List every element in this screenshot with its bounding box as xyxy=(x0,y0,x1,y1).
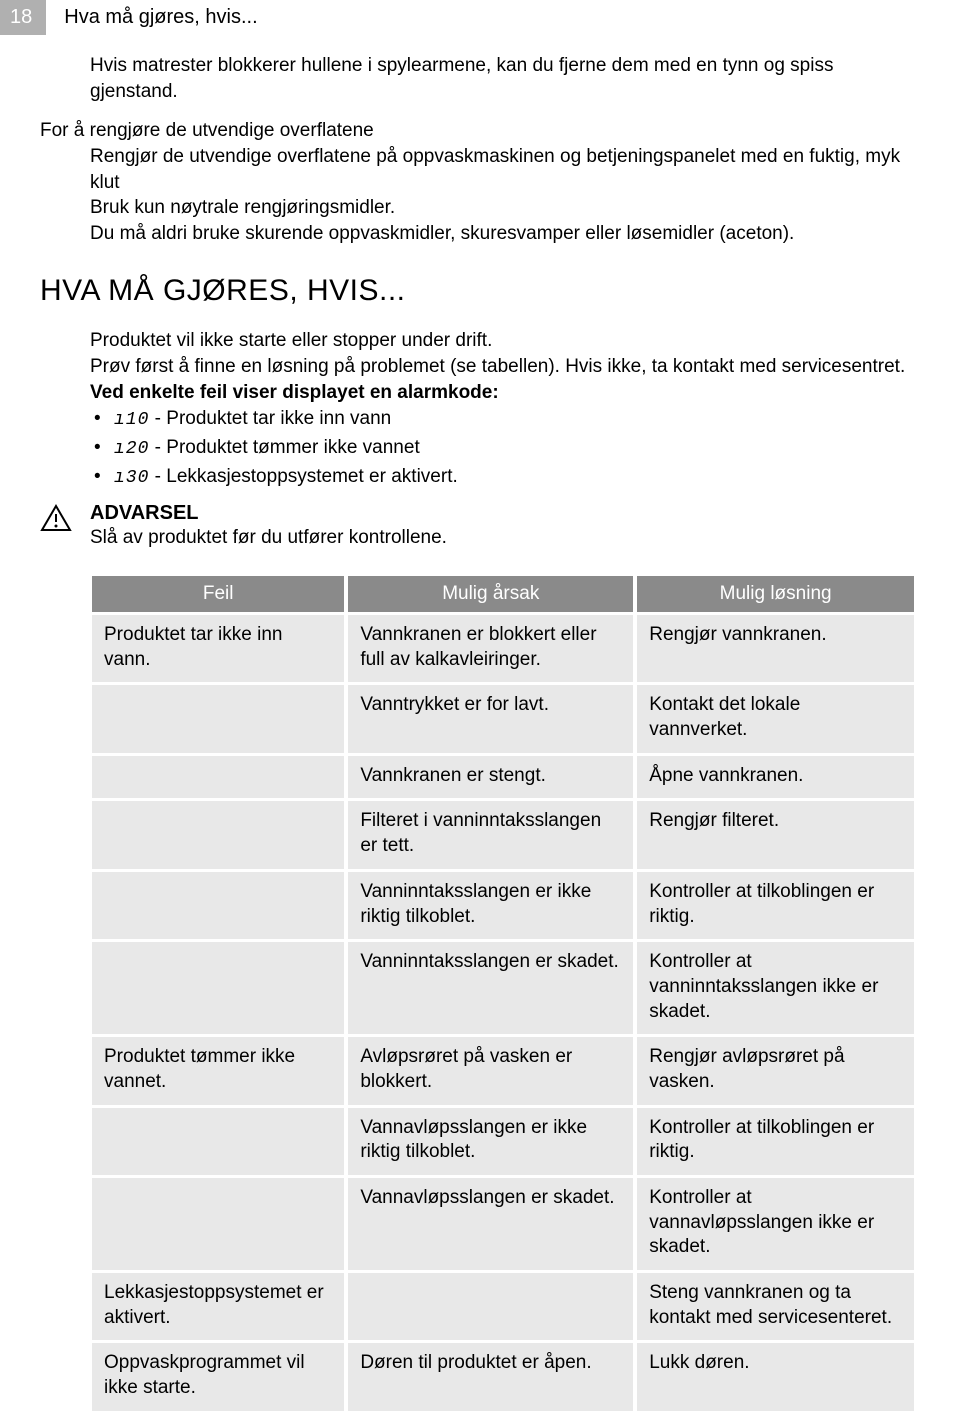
table-cell: Vannavløpsslangen er skadet. xyxy=(348,1178,633,1270)
table-header: Mulig løsning xyxy=(637,576,914,612)
table-cell: Produktet tømmer ikke vannet. xyxy=(92,1037,344,1104)
list-item: ı20 - Produktet tømmer ikke vannet xyxy=(90,434,920,463)
table-cell: Oppvaskprogrammet vil ikke starte. xyxy=(92,1343,344,1410)
list-item: ı30 - Lekkasjestoppsystemet er aktivert. xyxy=(90,463,920,492)
table-cell: Kontroller at vanninntaksslangen ikke er… xyxy=(637,942,914,1034)
table-header-row: Feil Mulig årsak Mulig løsning xyxy=(92,576,914,612)
table-cell xyxy=(92,942,344,1034)
alarm-code: ı30 xyxy=(114,465,149,492)
table-cell: Filteret i vanninntaksslangen er tett. xyxy=(348,801,633,868)
table-cell: Åpne vannkranen. xyxy=(637,756,914,799)
table-cell: Kontakt det lokale vannverket. xyxy=(637,685,914,752)
table-cell xyxy=(92,872,344,939)
table-row: Vanninntaksslangen er skadet.Kontroller … xyxy=(92,942,914,1034)
table-header: Mulig årsak xyxy=(348,576,633,612)
table-cell: Vanninntaksslangen er skadet. xyxy=(348,942,633,1034)
intro-paragraph: Hvis matrester blokkerer hullene i spyle… xyxy=(90,53,920,104)
alarm-text: - Produktet tar ikke inn vann xyxy=(149,408,391,429)
table-cell: Vanninntaksslangen er ikke riktig tilkob… xyxy=(348,872,633,939)
table-cell: Døren til produktet er åpen. xyxy=(348,1343,633,1410)
page-header: 18 Hva må gjøres, hvis... xyxy=(0,0,960,53)
table-cell xyxy=(92,801,344,868)
table-cell: Vannavløpsslangen er ikke riktig tilkobl… xyxy=(348,1108,633,1175)
list-item: ı10 - Produktet tar ikke inn vann xyxy=(90,405,920,434)
table-row: Produktet tar ikke inn vann.Vannkranen e… xyxy=(92,615,914,682)
table-cell: Vannkranen er blokkert eller full av kal… xyxy=(348,615,633,682)
table-row: Vanninntaksslangen er ikke riktig tilkob… xyxy=(92,872,914,939)
troubleshooting-table: Feil Mulig årsak Mulig løsning Produktet… xyxy=(88,573,918,1414)
table-cell: Vanntrykket er for lavt. xyxy=(348,685,633,752)
content-area: Hvis matrester blokkerer hullene i spyle… xyxy=(0,53,960,1414)
section1-p3: Du må aldri bruke skurende oppvaskmidler… xyxy=(90,221,920,247)
table-cell: Produktet tar ikke inn vann. xyxy=(92,615,344,682)
table-cell: Rengjør filteret. xyxy=(637,801,914,868)
alarm-code-list: ı10 - Produktet tar ikke inn vann ı20 - … xyxy=(90,405,920,492)
warning-label: ADVARSEL xyxy=(90,502,920,525)
table-cell xyxy=(92,756,344,799)
table-header: Feil xyxy=(92,576,344,612)
table-row: Oppvaskprogrammet vil ikke starte.Døren … xyxy=(92,1343,914,1410)
warning-icon xyxy=(40,504,72,537)
alarm-code: ı20 xyxy=(114,436,149,463)
section2-p1: Produktet vil ikke starte eller stopper … xyxy=(90,328,920,354)
table-cell xyxy=(348,1273,633,1340)
table-cell xyxy=(92,1178,344,1270)
table-cell: Kontroller at vannavløpsslangen ikke er … xyxy=(637,1178,914,1270)
alarm-code-heading: Ved enkelte feil viser displayet en alar… xyxy=(90,380,920,406)
table-cell: Rengjør avløpsrøret på vasken. xyxy=(637,1037,914,1104)
table-cell: Lukk døren. xyxy=(637,1343,914,1410)
page-number: 18 xyxy=(0,0,46,35)
section1-p1: Rengjør de utvendige overflatene på oppv… xyxy=(90,144,920,195)
page-title: Hva må gjøres, hvis... xyxy=(64,6,257,29)
table-row: Vannkranen er stengt.Åpne vannkranen. xyxy=(92,756,914,799)
table-cell xyxy=(92,1108,344,1175)
table-cell: Lekkasjestoppsystemet er aktivert. xyxy=(92,1273,344,1340)
table-row: Produktet tømmer ikke vannet.Avløpsrøret… xyxy=(92,1037,914,1104)
table-row: Vannavløpsslangen er ikke riktig tilkobl… xyxy=(92,1108,914,1175)
table-cell: Kontroller at tilkoblingen er riktig. xyxy=(637,872,914,939)
warning-text: Slå av produktet før du utfører kontroll… xyxy=(90,525,920,551)
section1-p2: Bruk kun nøytrale rengjøringsmidler. xyxy=(90,195,920,221)
table-cell xyxy=(92,685,344,752)
table-cell: Steng vannkranen og ta kontakt med servi… xyxy=(637,1273,914,1340)
warning-block: ADVARSEL Slå av produktet før du utfører… xyxy=(90,502,920,551)
alarm-text: - Lekkasjestoppsystemet er aktivert. xyxy=(149,466,457,487)
section-heading-block: For å rengjøre de utvendige overflatene … xyxy=(0,118,920,246)
table-row: Filteret i vanninntaksslangen er tett.Re… xyxy=(92,801,914,868)
table-cell: Avløpsrøret på vasken er blokkert. xyxy=(348,1037,633,1104)
main-heading: HVA MÅ GJØRES, HVIS... xyxy=(0,274,920,308)
section2-p2: Prøv først å finne en løsning på problem… xyxy=(90,354,920,380)
alarm-code: ı10 xyxy=(114,407,149,434)
alarm-text: - Produktet tømmer ikke vannet xyxy=(149,437,419,458)
table-row: Vannavløpsslangen er skadet.Kontroller a… xyxy=(92,1178,914,1270)
table-cell: Vannkranen er stengt. xyxy=(348,756,633,799)
table-row: Vanntrykket er for lavt.Kontakt det loka… xyxy=(92,685,914,752)
table-cell: Kontroller at tilkoblingen er riktig. xyxy=(637,1108,914,1175)
section-heading: For å rengjøre de utvendige overflatene xyxy=(40,118,920,144)
table-cell: Rengjør vannkranen. xyxy=(637,615,914,682)
table-row: Lekkasjestoppsystemet er aktivert. Steng … xyxy=(92,1273,914,1340)
